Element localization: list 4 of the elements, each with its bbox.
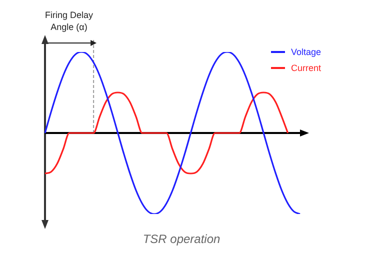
legend-label: Voltage (290, 47, 321, 57)
legend-label: Current (290, 63, 321, 73)
text: TSR operation (142, 232, 222, 246)
text: Firing Delay Angle (α) (44, 9, 94, 33)
